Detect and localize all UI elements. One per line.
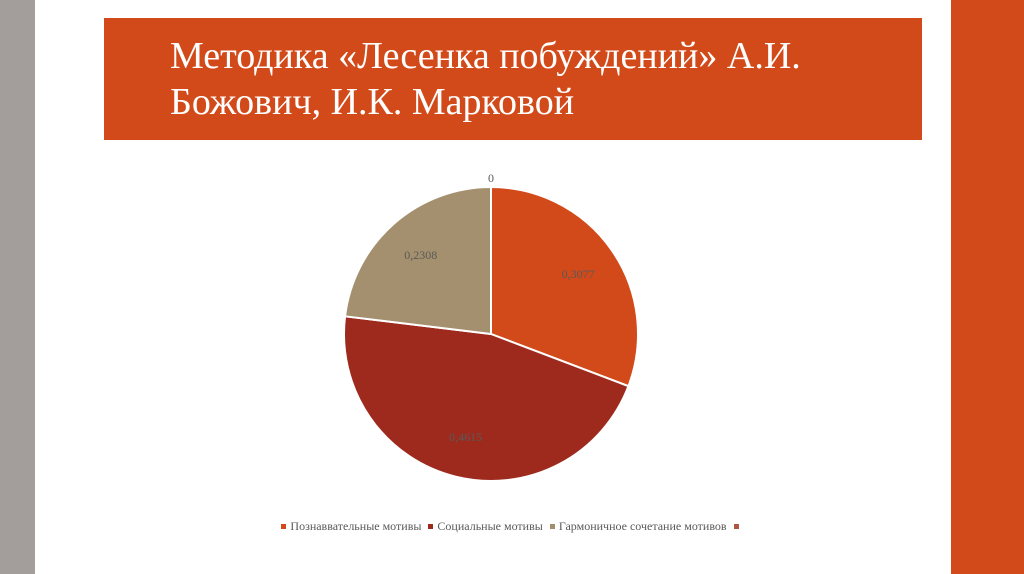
title-banner: Методика «Лесенка побуждений» А.И. Божов… xyxy=(104,18,922,140)
pie-labels: 0,3077 0,4615 0,2308 0 xyxy=(404,171,594,444)
legend-item-cognitive: Познаввательные мотивы xyxy=(281,519,421,534)
slide-title: Методика «Лесенка побуждений» А.И. Божов… xyxy=(170,34,801,123)
right-decor-bar xyxy=(951,0,1024,574)
data-label-social: 0,4615 xyxy=(449,430,482,444)
pie-slice-harmonious xyxy=(343,185,492,336)
legend-swatch xyxy=(733,523,739,529)
legend-swatch xyxy=(281,523,287,529)
data-label-cognitive: 0,3077 xyxy=(562,267,595,281)
left-decor-bar xyxy=(0,0,35,574)
pie-slice-social xyxy=(343,315,630,483)
legend-swatch xyxy=(549,523,555,529)
pie-slices xyxy=(343,185,639,483)
chart-legend: Познаввательные мотивы Социальные мотивы… xyxy=(200,519,824,534)
data-label-empty: 0 xyxy=(488,171,494,185)
legend-swatch xyxy=(428,523,434,529)
legend-label: Гармоничное сочетание мотивов xyxy=(558,519,727,533)
legend-label: Социальные мотивы xyxy=(437,519,543,533)
legend-item-social: Социальные мотивы xyxy=(428,519,543,534)
legend-label: Познаввательные мотивы xyxy=(290,519,422,533)
pie-slice-cognitive xyxy=(490,185,639,388)
legend-item-harmonious: Гармоничное сочетание мотивов xyxy=(549,519,727,534)
legend-item-empty xyxy=(733,519,743,534)
data-label-harmonious: 0,2308 xyxy=(404,248,437,262)
